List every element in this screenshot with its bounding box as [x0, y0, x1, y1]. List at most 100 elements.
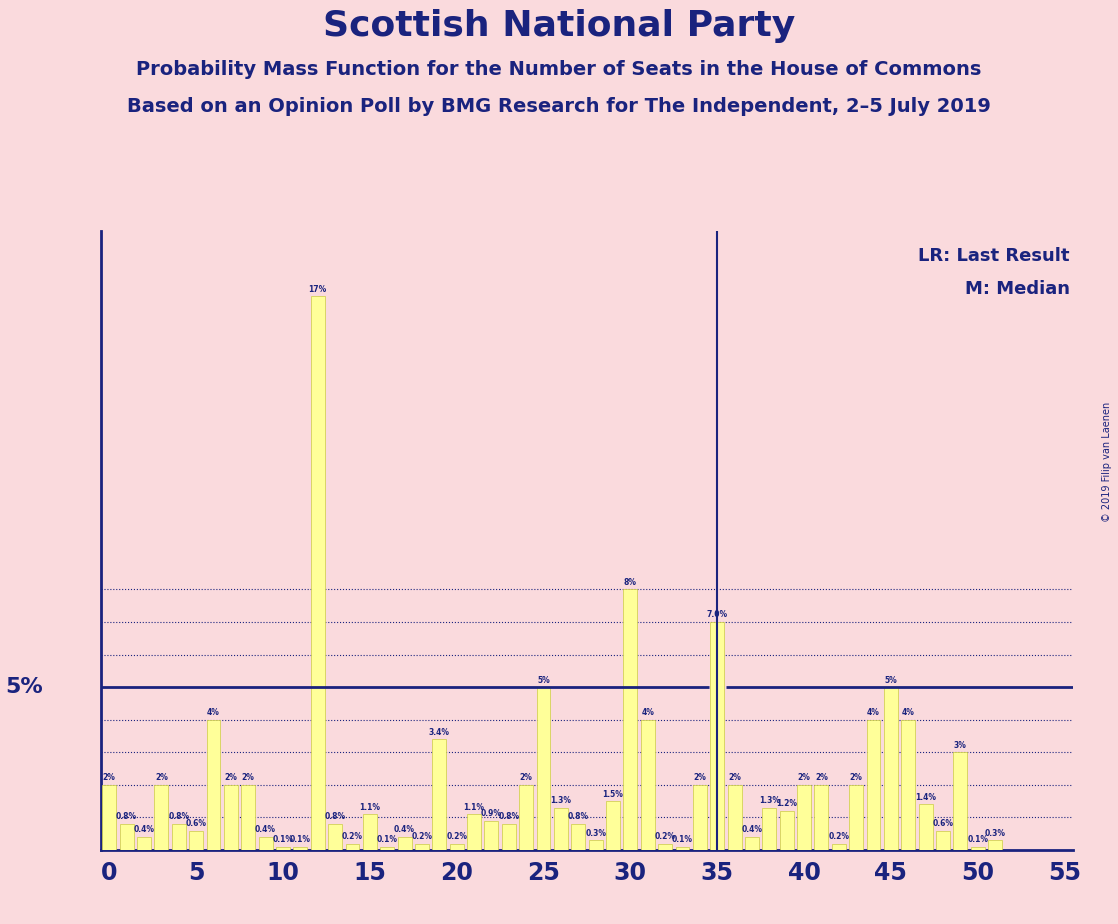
Bar — [866, 720, 881, 850]
Text: 0.9%: 0.9% — [481, 809, 502, 818]
Bar — [675, 846, 690, 850]
Text: 4%: 4% — [642, 708, 654, 717]
Text: 0.8%: 0.8% — [568, 812, 589, 821]
Text: 2%: 2% — [797, 773, 811, 783]
Bar — [276, 846, 290, 850]
Bar — [693, 784, 707, 850]
Text: 1.5%: 1.5% — [603, 790, 624, 798]
Bar — [449, 844, 464, 850]
Text: 0.2%: 0.2% — [446, 832, 467, 841]
Text: 0.2%: 0.2% — [342, 832, 363, 841]
Bar — [901, 720, 916, 850]
Text: 0.1%: 0.1% — [967, 835, 988, 845]
Text: Based on an Opinion Poll by BMG Research for The Independent, 2–5 July 2019: Based on an Opinion Poll by BMG Research… — [127, 97, 991, 116]
Bar — [659, 844, 672, 850]
Bar — [762, 808, 776, 850]
Bar — [745, 837, 759, 850]
Bar — [936, 831, 950, 850]
Bar — [293, 846, 307, 850]
Text: 0.4%: 0.4% — [255, 825, 276, 834]
Bar — [172, 824, 186, 850]
Text: 0.4%: 0.4% — [133, 825, 154, 834]
Bar — [970, 846, 985, 850]
Text: 5%: 5% — [884, 675, 898, 685]
Text: 4%: 4% — [868, 708, 880, 717]
Bar — [519, 784, 533, 850]
Bar — [537, 687, 550, 850]
Text: LR: Last Result: LR: Last Result — [918, 248, 1070, 265]
Bar — [779, 811, 794, 850]
Text: 0.1%: 0.1% — [273, 835, 294, 845]
Bar — [815, 784, 828, 850]
Bar — [589, 840, 603, 850]
Text: 0.2%: 0.2% — [828, 832, 850, 841]
Text: 0.2%: 0.2% — [655, 832, 675, 841]
Text: 2%: 2% — [815, 773, 827, 783]
Bar — [345, 844, 359, 850]
Bar — [363, 814, 377, 850]
Text: 0.2%: 0.2% — [411, 832, 433, 841]
Bar — [258, 837, 273, 850]
Text: 7.0%: 7.0% — [707, 611, 728, 619]
Text: 2%: 2% — [225, 773, 237, 783]
Text: 1.1%: 1.1% — [359, 803, 380, 811]
Bar — [138, 837, 151, 850]
Bar — [553, 808, 568, 850]
Text: 2%: 2% — [520, 773, 532, 783]
Text: 4%: 4% — [902, 708, 915, 717]
Bar — [919, 805, 932, 850]
Bar — [606, 801, 620, 850]
Text: 0.4%: 0.4% — [394, 825, 415, 834]
Text: 2%: 2% — [693, 773, 707, 783]
Text: 0.8%: 0.8% — [499, 812, 520, 821]
Text: M: Median: M: Median — [965, 280, 1070, 298]
Text: 2%: 2% — [850, 773, 863, 783]
Bar — [571, 824, 585, 850]
Text: 2%: 2% — [103, 773, 116, 783]
Text: 1.3%: 1.3% — [759, 796, 780, 805]
Bar — [207, 720, 220, 850]
Bar — [311, 297, 324, 850]
Text: 3.4%: 3.4% — [429, 728, 449, 736]
Text: 0.3%: 0.3% — [585, 829, 606, 838]
Bar — [484, 821, 499, 850]
Bar — [884, 687, 898, 850]
Text: 2%: 2% — [728, 773, 741, 783]
Text: Probability Mass Function for the Number of Seats in the House of Commons: Probability Mass Function for the Number… — [136, 60, 982, 79]
Text: 0.6%: 0.6% — [186, 819, 207, 828]
Bar — [832, 844, 845, 850]
Text: 17%: 17% — [309, 285, 326, 294]
Bar — [467, 814, 481, 850]
Text: 0.1%: 0.1% — [290, 835, 311, 845]
Text: 4%: 4% — [207, 708, 220, 717]
Text: 0.4%: 0.4% — [741, 825, 762, 834]
Bar — [120, 824, 134, 850]
Bar — [433, 739, 446, 850]
Text: 0.1%: 0.1% — [672, 835, 693, 845]
Text: 0.3%: 0.3% — [985, 829, 1005, 838]
Bar — [189, 831, 203, 850]
Bar — [398, 837, 411, 850]
Text: 5%: 5% — [537, 675, 550, 685]
Text: 1.1%: 1.1% — [464, 803, 484, 811]
Bar — [380, 846, 395, 850]
Bar — [154, 784, 169, 850]
Bar — [241, 784, 255, 850]
Text: 0.6%: 0.6% — [932, 819, 954, 828]
Bar — [103, 784, 116, 850]
Text: Scottish National Party: Scottish National Party — [323, 9, 795, 43]
Text: 1.3%: 1.3% — [550, 796, 571, 805]
Text: 8%: 8% — [624, 578, 637, 587]
Bar — [415, 844, 429, 850]
Bar — [641, 720, 655, 850]
Bar — [728, 784, 741, 850]
Text: 0.8%: 0.8% — [116, 812, 138, 821]
Bar — [710, 622, 724, 850]
Text: 0.8%: 0.8% — [168, 812, 189, 821]
Bar — [797, 784, 811, 850]
Text: 2%: 2% — [241, 773, 255, 783]
Text: © 2019 Filip van Laenen: © 2019 Filip van Laenen — [1102, 402, 1112, 522]
Text: 3%: 3% — [954, 741, 967, 749]
Bar — [988, 840, 1002, 850]
Bar — [624, 590, 637, 850]
